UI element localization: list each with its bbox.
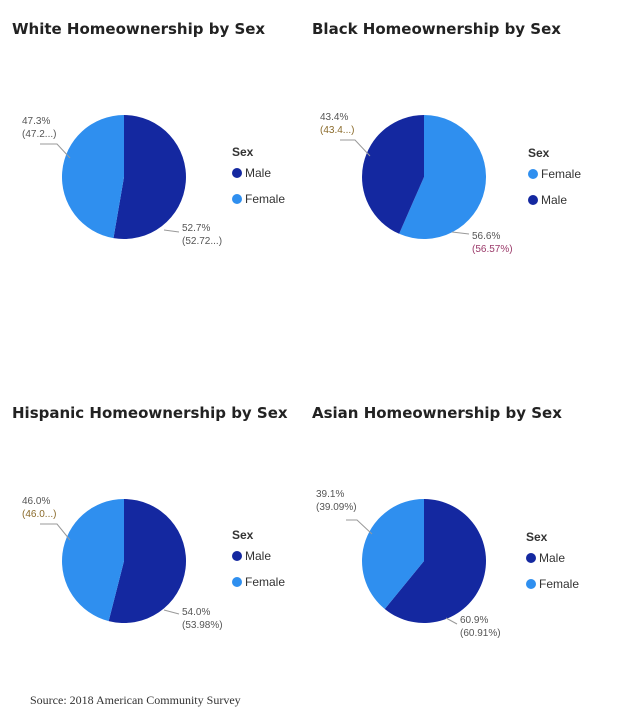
slice-detail: (39.09%) [316,502,357,513]
leader-line [40,523,71,541]
pie-chart-black [340,115,487,240]
slice-detail: (46.0...) [22,509,57,520]
slice-percent: 47.3% [22,116,51,127]
pie-chart-hispanic [40,499,187,623]
legend-item-male[interactable]: Male [526,551,579,565]
pie-slice-female[interactable] [62,499,124,622]
slice-label-female: 46.0% (46.0...) [22,495,56,521]
legend-title: Sex [232,528,254,542]
chart-legend: Sex Male Female [232,145,285,218]
legend-label: Male [539,551,566,565]
slice-label-female: 47.3% (47.2...) [22,115,56,141]
legend-swatch-female [526,579,536,589]
slice-percent: 39.1% [316,489,345,500]
chart-title: Asian Homeownership by Sex [312,404,562,422]
slice-detail: (60.91%) [460,628,501,639]
chart-panel-hispanic: Hispanic Homeownership by Sex 46.0% (46.… [12,404,322,704]
slice-percent: 56.6% [472,231,501,242]
legend-item-female[interactable]: Female [526,577,579,591]
slice-detail: (56.57%) [472,244,513,255]
chart-panel-black: Black Homeownership by Sex 43.4% (43.4..… [312,20,622,320]
chart-title: White Homeownership by Sex [12,20,266,38]
slice-percent: 46.0% [22,496,51,507]
chart-legend: Sex Male Female [232,528,285,601]
legend-item-male[interactable]: Male [528,193,581,207]
legend-item-female[interactable]: Female [232,192,285,206]
legend-swatch-male [526,553,536,563]
slice-detail: (43.4...) [320,125,355,136]
chart-title: Hispanic Homeownership by Sex [12,404,288,422]
leader-line [451,231,470,235]
slice-label-male: 43.4% (43.4...) [320,111,354,137]
legend-title: Sex [526,530,548,544]
slice-label-female: 39.1% (39.09%) [316,488,357,514]
slice-label-male: 54.0% (53.98%) [182,606,223,632]
legend-label: Male [245,549,272,563]
pie-slice-female[interactable] [61,115,124,239]
slice-label-female: 56.6% (56.57%) [472,230,513,256]
legend-label: Male [541,193,568,207]
pie-slice-male[interactable] [362,115,424,234]
chart-legend: Sex Female Male [528,146,581,219]
legend-title: Sex [528,146,550,160]
legend-item-male[interactable]: Male [232,549,285,563]
leader-line [346,519,373,535]
pie-slice-male[interactable] [108,499,187,623]
slice-percent: 52.7% [182,223,211,234]
leader-line [163,609,180,615]
slice-detail: (47.2...) [22,129,57,140]
legend-swatch-female [232,577,242,587]
legend-swatch-female [528,169,538,179]
legend-title: Sex [232,145,254,159]
legend-label: Male [245,166,272,180]
legend-item-female[interactable]: Female [232,575,285,589]
legend-item-female[interactable]: Female [528,167,581,181]
slice-percent: 43.4% [320,112,349,123]
legend-label: Female [245,192,286,206]
pie-chart-asian [346,499,487,625]
slice-percent: 54.0% [182,607,211,618]
leader-line [163,229,180,233]
legend-swatch-male [528,195,538,205]
legend-label: Female [541,167,582,181]
leader-line [40,143,71,159]
pie-slice-male[interactable] [113,115,186,239]
source-note: Source: 2018 American Community Survey [30,693,241,707]
chart-legend: Sex Male Female [526,530,579,603]
legend-label: Female [539,577,580,591]
pie-slice-female[interactable] [399,115,487,240]
slice-detail: (53.98%) [182,620,223,631]
legend-swatch-male [232,168,242,178]
legend-item-male[interactable]: Male [232,166,285,180]
legend-swatch-male [232,551,242,561]
slice-label-male: 52.7% (52.72...) [182,222,222,248]
legend-label: Female [245,575,286,589]
pie-slice-male[interactable] [384,499,487,623]
pie-chart-white [40,115,186,239]
leader-line [340,139,371,157]
legend-swatch-female [232,194,242,204]
leader-line [445,617,458,625]
slice-label-male: 60.9% (60.91%) [460,614,501,640]
pie-slice-female[interactable] [362,499,424,609]
slice-detail: (52.72...) [182,236,223,247]
chart-panel-white: White Homeownership by Sex 47.3% (47.2..… [12,20,322,320]
chart-panel-asian: Asian Homeownership by Sex 39.1% (39.09%… [312,404,622,704]
chart-title: Black Homeownership by Sex [312,20,561,38]
slice-percent: 60.9% [460,615,489,626]
